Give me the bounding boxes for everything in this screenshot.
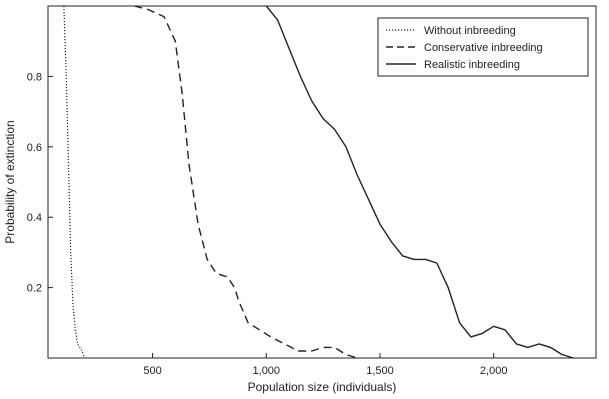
series-layer bbox=[63, 5, 574, 359]
y-tick-label: 0.6 bbox=[27, 142, 42, 154]
x-axis-ticks: 500 1,000 1,500 2,000 bbox=[143, 353, 507, 377]
y-axis-ticks: 0.2 0.4 0.6 0.8 bbox=[27, 71, 53, 295]
x-tick-label: 1,500 bbox=[366, 365, 394, 377]
x-tick-label: 1,000 bbox=[253, 365, 281, 377]
plot-frame bbox=[47, 5, 597, 359]
y-tick-label: 0.8 bbox=[27, 71, 42, 83]
y-axis-label: Probability of extinction bbox=[3, 120, 17, 243]
legend: Without inbreeding Conservative inbreedi… bbox=[377, 17, 589, 77]
series-line-2 bbox=[265, 5, 574, 359]
x-tick-label: 500 bbox=[143, 365, 161, 377]
legend-label-realistic-inbreeding: Realistic inbreeding bbox=[424, 59, 520, 71]
x-axis-label: Population size (individuals) bbox=[248, 380, 397, 394]
x-tick-label: 2,000 bbox=[480, 365, 508, 377]
y-tick-label: 0.2 bbox=[27, 283, 42, 295]
legend-label-conservative-inbreeding: Conservative inbreeding bbox=[424, 42, 543, 54]
series-line-0 bbox=[63, 5, 85, 359]
legend-label-without-inbreeding: Without inbreeding bbox=[424, 25, 516, 37]
y-tick-label: 0.4 bbox=[27, 212, 42, 224]
series-line-1 bbox=[134, 5, 358, 359]
